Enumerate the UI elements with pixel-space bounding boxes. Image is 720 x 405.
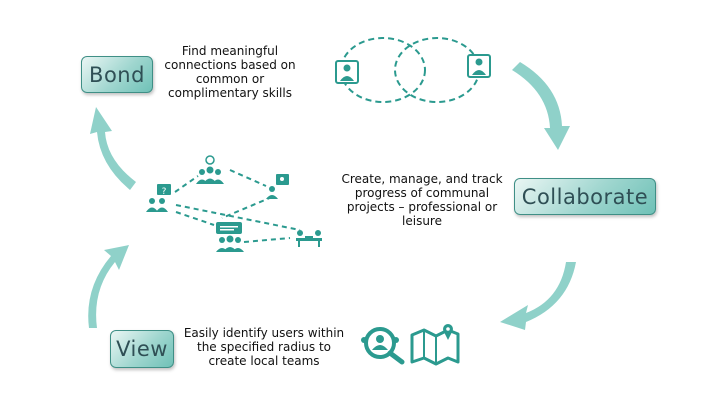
arrow-to-bond — [88, 245, 129, 328]
view-description: Easily identify users within the specifi… — [183, 326, 345, 368]
collaborate-label-text: Collaborate — [521, 184, 649, 209]
arrow-from-network — [90, 107, 136, 190]
arrow-to-view — [500, 262, 576, 330]
bond-label-text: Bond — [89, 62, 145, 87]
svg-text:?: ? — [162, 187, 167, 197]
meeting-icon — [296, 230, 322, 247]
view-label: View — [110, 330, 174, 368]
overlap-circles — [340, 37, 480, 103]
bond-label: Bond — [81, 56, 153, 93]
map-pin-icon — [410, 324, 460, 366]
collaborate-label: Collaborate — [514, 178, 656, 215]
user-search-icon — [361, 327, 405, 365]
single-user-icon — [266, 174, 289, 199]
bond-description: Find meaningful connections based on com… — [164, 44, 296, 100]
view-label-text: View — [116, 337, 168, 361]
person-card-icon — [467, 54, 491, 78]
person-card-icon — [335, 60, 359, 84]
question-user-icon: ? — [146, 184, 171, 212]
chat-group-icon — [216, 222, 244, 252]
collaborate-description: Create, manage, and track progress of co… — [341, 172, 503, 228]
network-links — [174, 169, 301, 243]
idea-group-icon — [196, 155, 224, 184]
cycle-arrows — [88, 62, 576, 330]
arrow-to-collaborate — [512, 62, 570, 150]
